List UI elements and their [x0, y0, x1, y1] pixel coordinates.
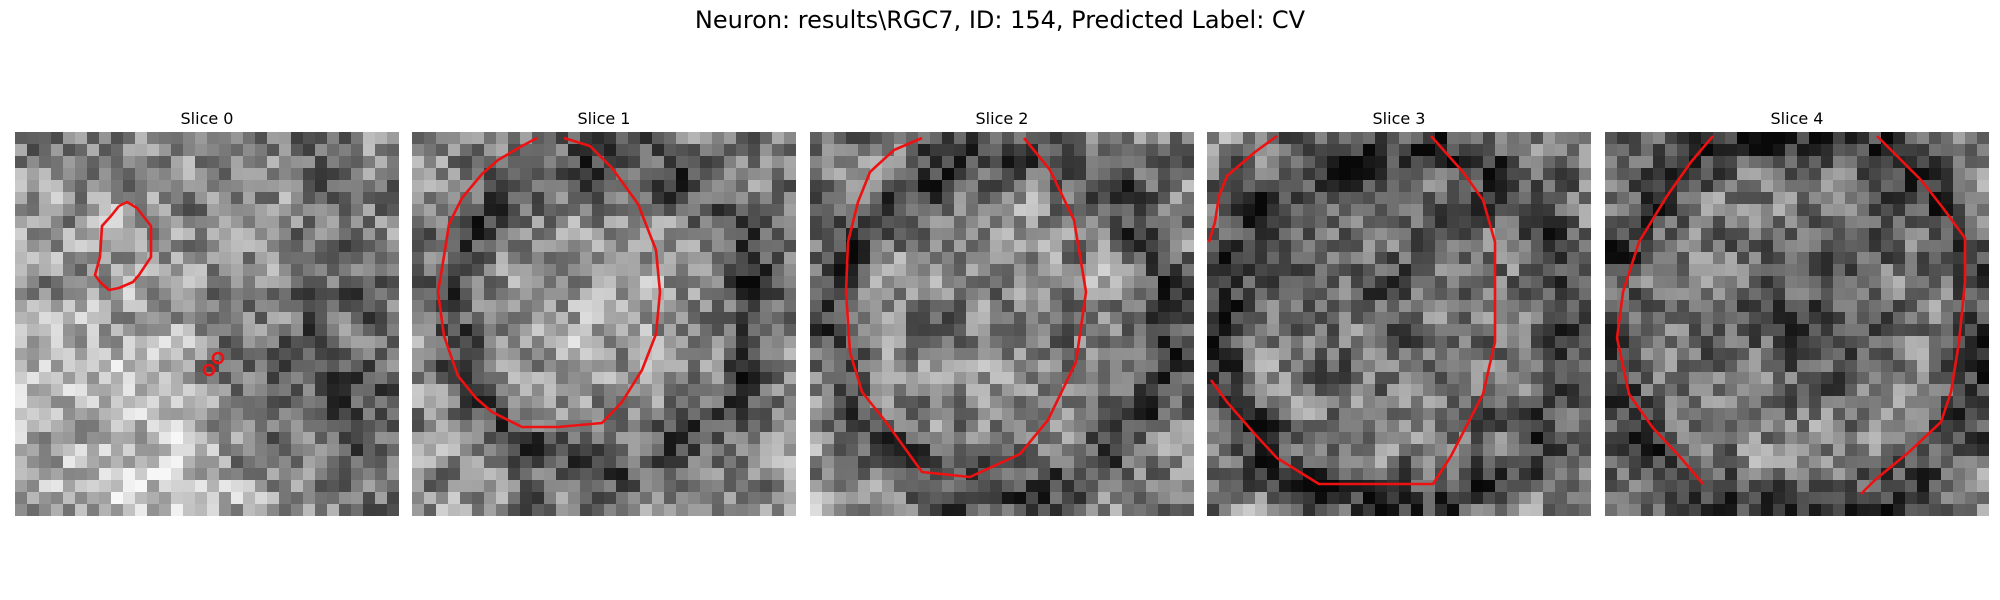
roi-contour: [1207, 134, 1278, 243]
pixel-grid: [810, 132, 1194, 516]
pixel-grid: [412, 132, 796, 516]
slice-title: Slice 4: [1770, 109, 1824, 128]
roi-contour: [1209, 135, 1497, 486]
slice-panel-2: Slice 2: [810, 110, 1194, 516]
slice-title: Slice 0: [180, 109, 234, 128]
roi-contour: [1615, 135, 1714, 485]
slice-image: [1605, 132, 1989, 516]
slice-title: Slice 1: [577, 109, 631, 128]
pixel-grid: [1605, 132, 1989, 516]
slice-panel-4: Slice 4: [1605, 110, 1989, 516]
slice-image: [1207, 132, 1591, 516]
slice-image: [412, 132, 796, 516]
slice-panel-1: Slice 1: [412, 110, 796, 516]
slice-image: [810, 132, 1194, 516]
slice-image: [15, 132, 399, 516]
slice-panel-3: Slice 3: [1207, 110, 1591, 516]
small-roi-contour: [211, 351, 225, 365]
slice-panel-0: Slice 0: [15, 110, 399, 516]
roi-contour: [436, 136, 662, 429]
slice-title: Slice 2: [975, 109, 1029, 128]
small-roi-contour: [202, 363, 216, 377]
pixel-grid: [15, 132, 399, 516]
pixel-grid: [1207, 132, 1591, 516]
roi-contour: [93, 200, 153, 292]
figure-title: Neuron: results\RGC7, ID: 154, Predicted…: [694, 6, 1306, 34]
roi-contour: [1860, 135, 1967, 495]
roi-contour: [844, 136, 1088, 479]
slice-title: Slice 3: [1372, 109, 1426, 128]
